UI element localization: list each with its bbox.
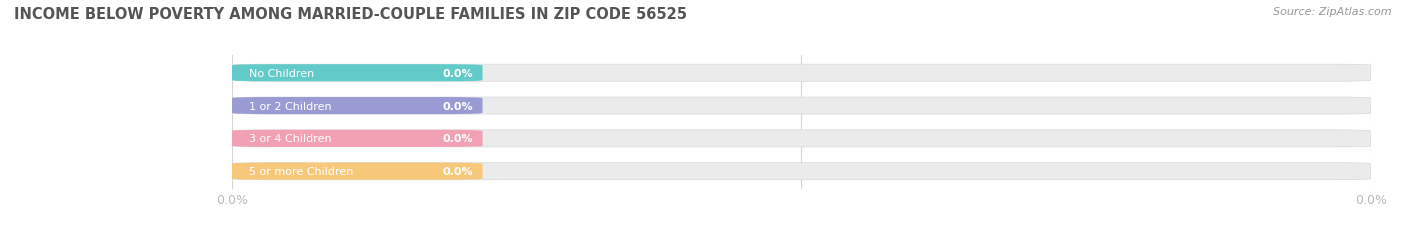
FancyBboxPatch shape bbox=[232, 163, 482, 180]
Text: Source: ZipAtlas.com: Source: ZipAtlas.com bbox=[1274, 7, 1392, 17]
Text: 0.0%: 0.0% bbox=[443, 68, 474, 78]
FancyBboxPatch shape bbox=[232, 130, 1371, 147]
FancyBboxPatch shape bbox=[232, 65, 482, 82]
Text: No Children: No Children bbox=[249, 68, 315, 78]
FancyBboxPatch shape bbox=[232, 163, 1371, 180]
Text: INCOME BELOW POVERTY AMONG MARRIED-COUPLE FAMILIES IN ZIP CODE 56525: INCOME BELOW POVERTY AMONG MARRIED-COUPL… bbox=[14, 7, 688, 22]
Text: 0.0%: 0.0% bbox=[443, 167, 474, 176]
Text: 3 or 4 Children: 3 or 4 Children bbox=[249, 134, 332, 144]
Text: 0.0%: 0.0% bbox=[443, 101, 474, 111]
FancyBboxPatch shape bbox=[232, 65, 1371, 82]
Text: 1 or 2 Children: 1 or 2 Children bbox=[249, 101, 332, 111]
FancyBboxPatch shape bbox=[232, 97, 482, 115]
FancyBboxPatch shape bbox=[232, 97, 1371, 115]
FancyBboxPatch shape bbox=[232, 130, 482, 147]
Text: 5 or more Children: 5 or more Children bbox=[249, 167, 353, 176]
Text: 0.0%: 0.0% bbox=[443, 134, 474, 144]
